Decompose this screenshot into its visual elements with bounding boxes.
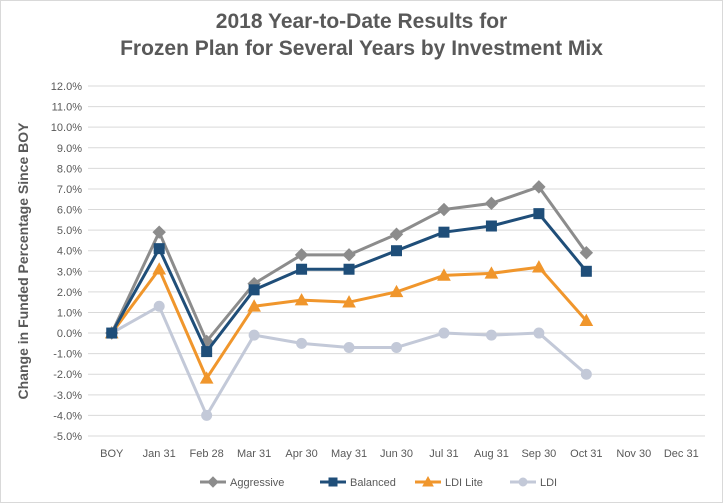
x-tick-label: Aug 31 [474,448,509,460]
x-tick-label: Dec 31 [664,448,699,460]
y-tick-label: 4.0% [57,246,82,258]
data-point-aggressive [342,248,356,262]
data-point-balanced [296,263,308,275]
series-balanced [106,208,592,358]
y-tick-label: -3.0% [53,390,82,402]
data-point-balanced [391,245,402,257]
chart-title-line-1: 2018 Year-to-Date Results for [215,10,508,33]
data-point-aggressive [532,180,546,194]
data-point-ldi-lite [247,299,261,312]
x-tick-label: Mar 31 [237,448,271,460]
x-tick-label: Jun 30 [380,448,413,460]
data-point-ldi-lite [579,313,594,327]
x-tick-label: Oct 31 [570,448,602,460]
data-point-ldi-lite [199,371,214,384]
y-tick-label: 9.0% [57,143,82,155]
y-axis-ticks: -5.0% -4.0% -3.0% -2.0% -1.0% 0.0% 1.0% 2.0% 3.0… [51,81,82,443]
data-point-ldi [391,341,402,353]
y-tick-label: 10.0% [51,122,82,134]
data-point-aggressive [437,202,451,217]
chart-title: 2018 Year-to-Date Results for Frozen Pla… [0,8,723,62]
series-line-balanced [110,212,588,354]
data-point-aggressive [484,196,499,211]
x-axis-ticks: BOY Jan 31 Feb 28 Mar 31 Apr 30 May 31 Jun 30 J… [100,448,699,460]
data-point-ldi [296,337,308,349]
data-point-ldi-lite [152,262,167,275]
y-tick-label: 6.0% [57,205,82,217]
data-point-ldi [153,300,165,312]
x-tick-label: BOY [100,448,124,460]
y-tick-label: 0.0% [57,328,82,340]
legend-label: LDI [540,477,557,489]
y-tick-label: 1.0% [57,307,82,319]
y-tick-label: -2.0% [53,369,82,381]
legend-label: LDI Lite [445,477,483,489]
data-point-ldi [343,341,355,353]
y-tick-label: -5.0% [53,431,82,443]
data-point-ldi-lite [437,268,451,281]
gridlines [88,85,705,437]
y-tick-label: 3.0% [57,266,82,278]
data-point-balanced [153,243,165,255]
legend-label: Balanced [350,477,396,489]
legend: Aggressive Balanced LDI Lite LDI [200,475,557,489]
data-point-ldi-lite [294,293,309,306]
x-tick-label: Jan 31 [143,448,176,460]
legend-item-aggressive: Aggressive [200,476,284,489]
data-point-balanced [248,284,260,296]
y-tick-label: 2.0% [57,287,82,299]
series-lines [104,180,594,421]
data-point-ldi [248,329,260,341]
data-point-legend [518,477,528,487]
legend-item-ldi-lite: LDI Lite [415,475,483,489]
data-point-balanced [343,263,355,275]
data-point-ldi [485,329,497,341]
data-point-legend [422,475,434,487]
data-point-balanced [533,208,545,220]
data-point-balanced [485,220,497,232]
data-point-aggressive [294,248,309,262]
data-point-ldi [580,368,592,380]
y-tick-label: 7.0% [57,184,82,196]
chart-title-line-2: Frozen Plan for Several Years by Investm… [120,37,603,60]
x-tick-label: Jul 31 [429,448,458,460]
data-point-ldi [201,409,213,421]
legend-item-balanced: Balanced [320,477,396,489]
data-point-balanced [201,346,213,358]
data-point-ldi-lite [342,295,356,308]
data-point-ldi-lite [389,284,404,298]
data-point-aggressive [389,227,404,241]
x-tick-label: Sep 30 [521,448,556,460]
x-tick-label: Nov 30 [616,448,651,460]
y-tick-label: 5.0% [57,225,82,237]
y-tick-label: 12.0% [51,81,82,93]
legend-label: Aggressive [230,477,284,489]
x-tick-label: Feb 28 [190,448,224,460]
data-point-legend [328,477,338,487]
data-point-aggressive [579,246,594,260]
data-point-ldi [533,327,545,339]
series-ldi [106,300,592,421]
y-tick-label: 8.0% [57,163,82,175]
y-tick-label: -4.0% [53,410,82,422]
data-point-ldi-lite [532,260,546,273]
data-point-ldi [438,327,450,339]
x-tick-label: May 31 [331,448,367,460]
data-point-balanced [106,327,118,339]
x-tick-label: Apr 30 [285,448,317,460]
data-point-ldi-lite [484,266,499,279]
data-point-balanced [438,226,450,238]
data-point-balanced [580,265,592,277]
y-tick-label: 11.0% [52,102,83,114]
data-point-aggressive [152,225,166,239]
y-tick-label: -1.0% [53,349,82,361]
y-axis-label: Change in Funded Percentage Since BOY [15,122,31,400]
legend-item-ldi: LDI [510,477,557,489]
data-point-legend [207,476,219,488]
